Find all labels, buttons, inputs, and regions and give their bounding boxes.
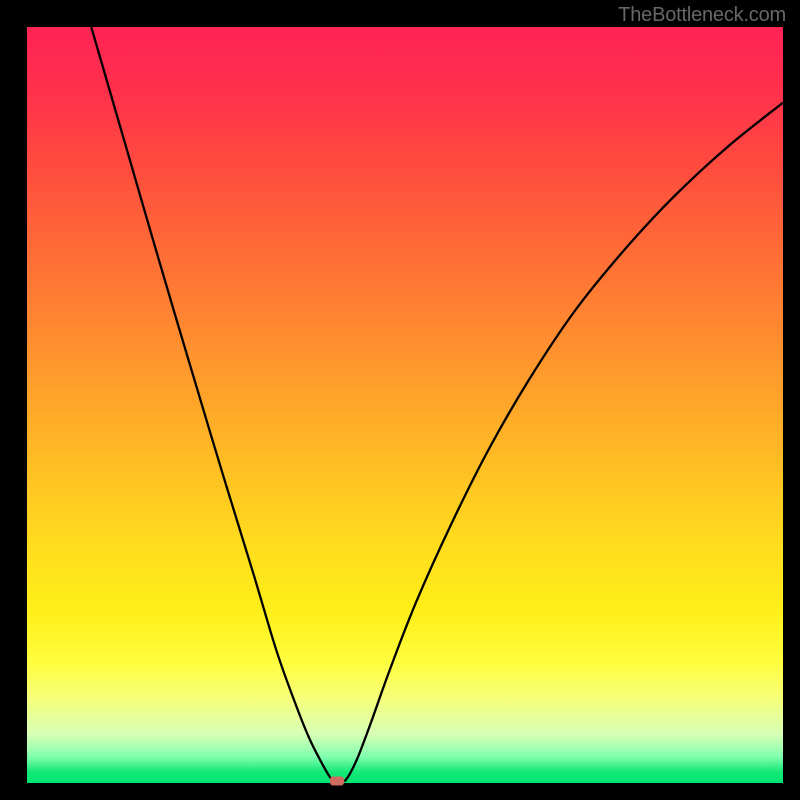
curve-left-branch bbox=[91, 27, 333, 781]
plot-area bbox=[27, 27, 783, 783]
bottleneck-curve bbox=[27, 27, 783, 783]
watermark-text: TheBottleneck.com bbox=[618, 4, 786, 27]
curve-right-branch bbox=[345, 103, 783, 782]
bottleneck-marker bbox=[330, 777, 344, 786]
